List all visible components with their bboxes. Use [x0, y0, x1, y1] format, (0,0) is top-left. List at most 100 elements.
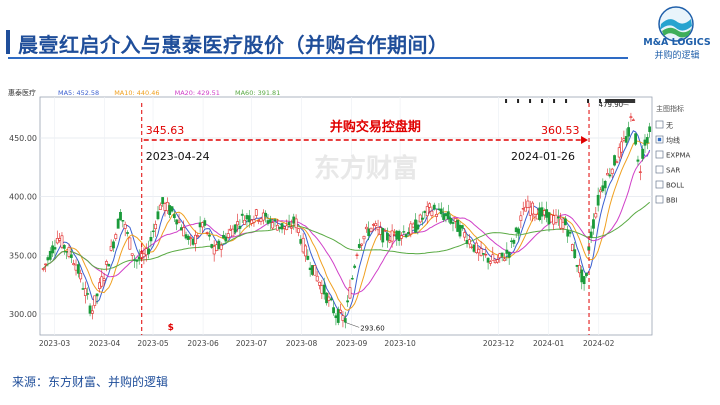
indicator-checkbox[interactable] — [655, 150, 664, 159]
candle-up — [374, 223, 378, 227]
indicator-checkbox[interactable] — [655, 180, 664, 189]
candle-up — [128, 237, 132, 250]
candle-down — [627, 127, 630, 137]
y-tick-label: 450.00 — [9, 134, 37, 143]
candle-up — [304, 245, 307, 257]
event-marker — [565, 99, 568, 103]
candle-down — [634, 133, 638, 145]
legend-item: MA20: 429.51 — [175, 89, 220, 97]
candle-up — [425, 206, 429, 217]
candle-up — [453, 218, 457, 222]
candle-down — [156, 211, 160, 220]
candle-down — [107, 263, 111, 267]
candle-down — [86, 293, 90, 295]
candle-up — [341, 315, 345, 321]
candle-down — [76, 264, 80, 274]
candle-down — [135, 259, 139, 262]
indicator-checkbox[interactable] — [655, 120, 664, 129]
y-tick-label: 300.00 — [9, 310, 37, 319]
indicator-checkbox[interactable] — [655, 165, 664, 174]
candle-up — [44, 263, 47, 266]
legend-item: MA60: 391.81 — [235, 89, 280, 97]
candle-down — [147, 248, 150, 255]
candle-down — [268, 219, 272, 223]
x-tick-label: 2024-01 — [533, 339, 565, 348]
candle-down — [386, 232, 389, 241]
event-marker — [553, 99, 556, 103]
legend-item: MA10: 440.46 — [114, 89, 159, 97]
candle-down — [395, 230, 399, 240]
ma60-line — [42, 201, 651, 270]
candle-up — [290, 226, 293, 229]
candle-down — [224, 236, 228, 242]
candle-down — [240, 213, 244, 216]
candle-up — [144, 248, 148, 256]
candle-down — [208, 234, 211, 237]
candle-down — [170, 206, 174, 212]
candle-down — [416, 224, 420, 230]
x-tick-label: 2023-07 — [236, 339, 268, 348]
candle-up — [503, 258, 506, 261]
candle-down — [62, 245, 66, 249]
candle-up — [194, 234, 197, 244]
ma-legend: MA5: 452.58 MA10: 440.46 MA20: 429.51 MA60:… — [58, 89, 280, 97]
candle-up — [318, 281, 321, 286]
indicator-checkbox[interactable] — [655, 195, 664, 204]
x-tick-label: 2023-08 — [286, 339, 318, 348]
candle-down — [198, 222, 202, 228]
candle-down — [88, 305, 92, 314]
candle-up — [542, 210, 546, 216]
candle-down — [151, 230, 155, 233]
candle-down — [465, 240, 469, 244]
candle-down — [175, 219, 179, 225]
candle-down — [381, 228, 385, 243]
candle-up — [83, 288, 87, 296]
candle-up — [360, 243, 364, 246]
candle-up — [158, 204, 162, 210]
candle-up — [348, 287, 352, 299]
candle-up — [72, 263, 76, 266]
candle-down — [350, 277, 354, 280]
candle-up — [243, 219, 246, 225]
candle-up — [428, 203, 431, 208]
candle-up — [102, 278, 106, 281]
candle-up — [196, 235, 200, 237]
candle-up — [275, 224, 279, 231]
candle-down — [308, 267, 312, 270]
candle-down — [596, 194, 600, 206]
watermark: 东方财富 — [314, 153, 418, 184]
candle-down — [65, 251, 69, 253]
candle-down — [133, 259, 136, 261]
candle-down — [547, 212, 551, 225]
candle-down — [95, 293, 99, 297]
candle-down — [580, 269, 584, 283]
candle-down — [121, 220, 125, 222]
candle-down — [444, 213, 448, 217]
candle-up — [528, 206, 532, 216]
candle-down — [538, 207, 542, 221]
candle-up — [285, 225, 289, 230]
candle-up — [93, 295, 97, 306]
candle-up — [418, 214, 422, 223]
high-label: 479.90 — [599, 101, 624, 109]
candle-down — [53, 247, 57, 250]
candle-down — [247, 215, 251, 223]
candle-down — [603, 180, 607, 189]
candle-up — [371, 224, 375, 226]
header-rule — [8, 57, 628, 59]
indicator-option-label: BBI — [666, 197, 678, 205]
x-tick-label: 2023-10 — [384, 339, 416, 348]
candle-up — [376, 227, 380, 231]
period-label: 并购交易控盘期 — [330, 119, 421, 135]
candle-up — [620, 141, 623, 153]
candle-down — [172, 214, 176, 219]
candle-up — [320, 285, 324, 294]
candle-down — [233, 224, 237, 233]
end-value: 360.53 — [541, 124, 580, 137]
candle-up — [362, 235, 366, 240]
candle-up — [55, 238, 59, 244]
candle-down — [357, 244, 361, 248]
candle-up — [271, 222, 275, 229]
candle-down — [421, 217, 424, 220]
